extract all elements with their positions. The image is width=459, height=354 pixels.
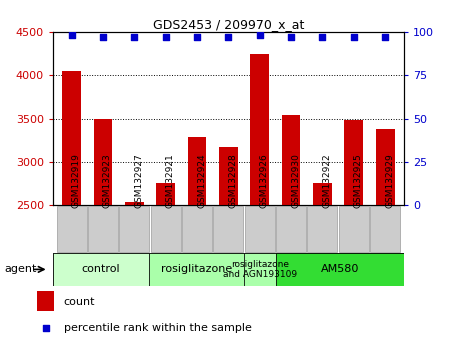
Bar — [156, 183, 175, 354]
FancyBboxPatch shape — [245, 206, 275, 252]
Text: GSM132925: GSM132925 — [354, 153, 363, 208]
Text: GSM132923: GSM132923 — [103, 153, 112, 208]
FancyBboxPatch shape — [53, 253, 149, 286]
Bar — [94, 119, 112, 354]
Text: GSM132924: GSM132924 — [197, 153, 206, 208]
Text: GSM132930: GSM132930 — [291, 153, 300, 208]
Point — [99, 34, 106, 40]
Point — [350, 34, 358, 40]
FancyBboxPatch shape — [151, 206, 181, 252]
FancyBboxPatch shape — [276, 253, 404, 286]
Bar — [313, 183, 332, 354]
Point — [42, 325, 49, 331]
FancyBboxPatch shape — [308, 206, 337, 252]
Bar — [344, 120, 363, 354]
Text: GSM132926: GSM132926 — [260, 153, 269, 208]
Bar — [282, 115, 301, 354]
Point — [381, 34, 389, 40]
Text: control: control — [81, 264, 120, 274]
Text: GSM132928: GSM132928 — [229, 153, 237, 208]
Point — [319, 34, 326, 40]
Text: GSM132919: GSM132919 — [72, 153, 81, 208]
Text: percentile rank within the sample: percentile rank within the sample — [63, 323, 252, 333]
FancyBboxPatch shape — [56, 206, 87, 252]
Text: count: count — [63, 297, 95, 307]
FancyBboxPatch shape — [149, 253, 244, 286]
Text: GSM132929: GSM132929 — [385, 153, 394, 208]
Bar — [219, 147, 238, 354]
FancyBboxPatch shape — [339, 206, 369, 252]
FancyBboxPatch shape — [119, 206, 149, 252]
Text: rosiglitazone
and AGN193109: rosiglitazone and AGN193109 — [223, 260, 297, 279]
FancyBboxPatch shape — [88, 206, 118, 252]
Bar — [376, 129, 395, 354]
Point — [162, 34, 169, 40]
FancyBboxPatch shape — [276, 206, 306, 252]
FancyBboxPatch shape — [370, 206, 400, 252]
Point — [68, 33, 75, 38]
Bar — [250, 53, 269, 354]
Bar — [37, 291, 54, 311]
Text: agent: agent — [5, 264, 37, 274]
Text: GSM132927: GSM132927 — [134, 153, 143, 208]
Bar — [125, 202, 144, 354]
Text: GSM132921: GSM132921 — [166, 153, 175, 208]
Text: GSM132922: GSM132922 — [322, 153, 331, 208]
Point — [225, 34, 232, 40]
Point — [287, 34, 295, 40]
Point — [193, 34, 201, 40]
Point — [131, 34, 138, 40]
Text: rosiglitazone: rosiglitazone — [161, 264, 232, 274]
FancyBboxPatch shape — [244, 253, 276, 286]
FancyBboxPatch shape — [213, 206, 243, 252]
Point — [256, 33, 263, 38]
Title: GDS2453 / 209970_x_at: GDS2453 / 209970_x_at — [153, 18, 304, 31]
Bar — [62, 71, 81, 354]
Text: AM580: AM580 — [321, 264, 359, 274]
FancyBboxPatch shape — [182, 206, 212, 252]
Bar — [188, 137, 207, 354]
